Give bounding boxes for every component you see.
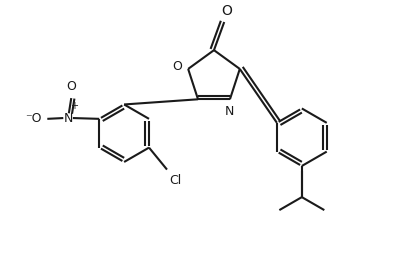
Text: O: O xyxy=(66,80,76,93)
Text: ⁻O: ⁻O xyxy=(25,112,41,125)
Text: N: N xyxy=(225,105,234,118)
Text: N: N xyxy=(63,112,73,125)
Text: Cl: Cl xyxy=(169,173,181,186)
Text: O: O xyxy=(172,60,182,73)
Text: O: O xyxy=(221,4,232,18)
Text: +: + xyxy=(70,101,78,111)
